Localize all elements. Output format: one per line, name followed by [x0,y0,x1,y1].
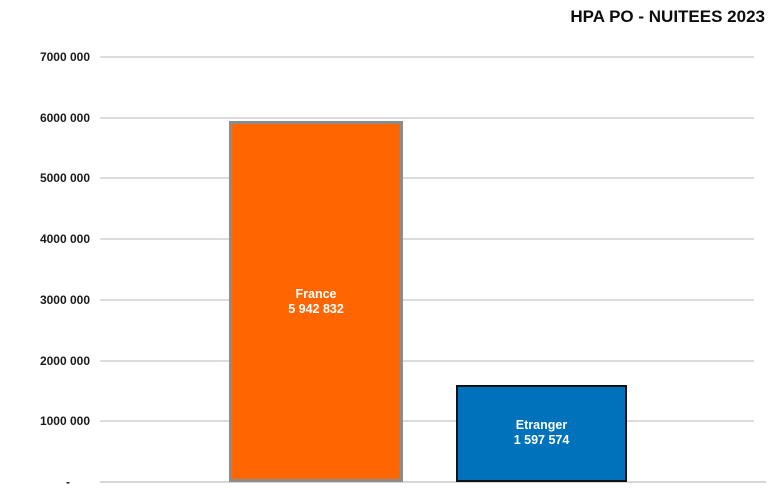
bar-france: France 5 942 832 [229,121,403,482]
y-axis-tick-label: 3000 000 [39,292,90,307]
y-axis-tick-label: 7000 000 [39,50,90,64]
bar-etranger: Etranger 1 597 574 [456,385,627,482]
y-axis-tick-label: 5000 000 [39,171,90,186]
bar-data-label: France 5 942 832 [232,287,400,317]
bar-value: 1 597 574 [513,433,570,448]
y-axis-tick-label: 2000 000 [39,353,90,368]
gridline [100,238,754,241]
gridline [100,420,754,423]
bar-data-label: Etranger 1 597 574 [458,418,625,448]
gridline [100,359,754,362]
y-axis-tick-label: 1000 000 [39,414,90,429]
bar-category-name: Etranger [515,418,568,433]
chart-title: HPA PO - NUITEES 2023 [570,7,765,26]
gridline [100,298,754,301]
y-axis-tick-label: 4000 000 [39,232,90,247]
bar-value: 5 942 832 [288,301,344,316]
gridline [100,116,754,119]
x-axis-line [100,481,766,483]
y-axis-tick-label: - [66,475,70,489]
bar-category-name: France [295,286,337,301]
gridline [100,177,754,180]
y-axis-tick-label: 6000 000 [39,110,90,125]
gridline [100,56,754,58]
